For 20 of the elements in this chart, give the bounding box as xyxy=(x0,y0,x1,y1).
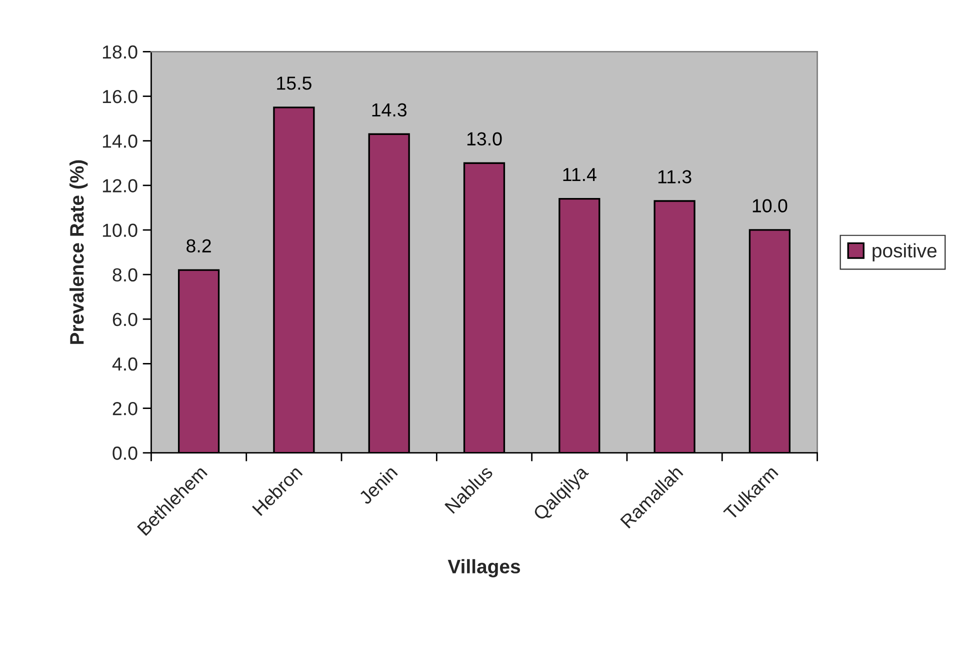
y-tick-label: 14.0 xyxy=(102,134,138,148)
y-tick-label: 16.0 xyxy=(102,90,138,104)
y-tick-label: 8.0 xyxy=(112,268,138,282)
y-tick-label: 2.0 xyxy=(112,402,138,416)
y-tick-label: 0.0 xyxy=(112,446,138,460)
data-label: 14.3 xyxy=(372,103,407,117)
data-label: 10.0 xyxy=(752,199,788,212)
y-tick-label: 10.0 xyxy=(102,224,138,237)
legend-label: positive xyxy=(872,243,936,262)
x-axis-title: Villages xyxy=(448,559,520,578)
data-label: 15.5 xyxy=(277,76,312,90)
y-tick-label: 6.0 xyxy=(112,312,138,326)
data-label: 13.0 xyxy=(467,132,502,146)
y-tick-label: 18.0 xyxy=(102,45,138,59)
y-tick-label: 4.0 xyxy=(112,357,138,371)
data-label: 11.4 xyxy=(563,168,596,181)
y-axis-title: Prevalence Rate (%) xyxy=(70,160,88,344)
data-label: 8.2 xyxy=(186,239,211,252)
data-label: 11.3 xyxy=(658,170,692,184)
y-tick-label: 12.0 xyxy=(102,179,138,192)
